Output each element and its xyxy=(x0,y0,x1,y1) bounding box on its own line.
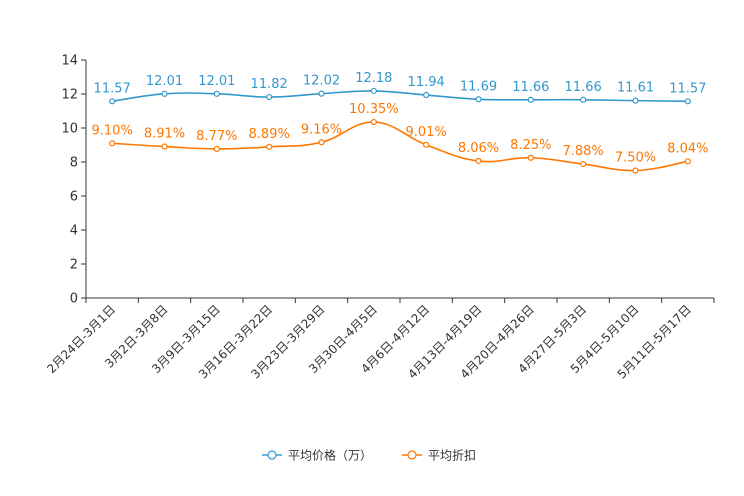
data-label: 11.66 xyxy=(512,80,549,95)
data-label: 9.01% xyxy=(406,125,447,140)
data-point xyxy=(684,98,691,105)
data-point xyxy=(632,97,639,104)
data-label: 12.02 xyxy=(303,74,340,89)
y-tick-label: 12 xyxy=(61,88,78,103)
data-point xyxy=(109,140,116,147)
data-point xyxy=(580,160,587,168)
data-label: 9.10% xyxy=(92,123,133,138)
data-point xyxy=(423,91,430,99)
data-point xyxy=(370,118,377,126)
data-labels: 11.57 12.01 12.01 11.82 12.02 12.18 11.94 11.69… xyxy=(92,71,709,166)
legend-marker-icon xyxy=(267,450,277,460)
data-label: 11.66 xyxy=(565,80,602,95)
data-label: 11.94 xyxy=(408,75,445,90)
legend-label: 平均折扣 xyxy=(428,448,476,463)
data-label: 8.06% xyxy=(458,141,499,156)
data-point xyxy=(475,157,482,165)
legend-marker-icon xyxy=(407,450,417,460)
legend-label: 平均价格（万） xyxy=(288,448,372,463)
data-point xyxy=(580,96,587,103)
data-point xyxy=(318,139,325,146)
data-label: 10.35% xyxy=(349,102,399,117)
data-point xyxy=(684,158,691,165)
data-label: 8.89% xyxy=(249,127,290,142)
y-tick-label: 4 xyxy=(70,224,78,239)
series-points xyxy=(109,87,691,174)
series-line-0 xyxy=(112,90,688,103)
legend-item-1[interactable]: 平均折扣 xyxy=(402,448,476,463)
data-label: 7.50% xyxy=(615,151,656,166)
y-tick-label: 10 xyxy=(61,122,78,137)
data-point xyxy=(423,141,430,148)
data-point xyxy=(318,90,325,97)
data-point xyxy=(213,90,220,97)
legend-item-0[interactable]: 平均价格（万） xyxy=(262,448,372,463)
data-point xyxy=(213,145,220,153)
x-axis-ticks: 2月24日-3月1日3月2日-3月8日3月9日-3月15日3月16日-3月22日… xyxy=(44,298,715,382)
legend[interactable]: 平均价格（万） 平均折扣 xyxy=(262,448,476,463)
y-tick-label: 14 xyxy=(61,54,78,69)
data-point xyxy=(475,96,482,103)
data-label: 8.25% xyxy=(510,138,551,153)
data-point xyxy=(109,98,116,105)
y-tick-label: 0 xyxy=(70,292,78,307)
series-lines xyxy=(112,90,688,172)
data-point xyxy=(370,87,377,95)
y-tick-label: 8 xyxy=(70,156,78,171)
data-label: 12.01 xyxy=(146,74,183,89)
data-label: 11.61 xyxy=(617,81,654,96)
data-point xyxy=(266,93,273,101)
data-label: 8.91% xyxy=(144,127,185,142)
y-tick-label: 6 xyxy=(70,190,78,205)
y-tick-label: 2 xyxy=(70,258,78,273)
data-label: 11.57 xyxy=(669,81,706,96)
data-point xyxy=(161,90,168,97)
data-point xyxy=(161,143,168,150)
series-line-1 xyxy=(112,121,688,172)
data-label: 7.88% xyxy=(563,144,604,159)
data-label: 12.01 xyxy=(198,74,235,89)
data-label: 8.04% xyxy=(667,141,708,156)
axes xyxy=(85,60,714,299)
data-point xyxy=(527,96,534,103)
data-label: 11.57 xyxy=(94,81,131,96)
y-axis-ticks: 0 2 4 6 8 10 12 14 xyxy=(61,54,86,307)
data-label: 12.18 xyxy=(355,71,392,86)
data-label: 11.69 xyxy=(460,79,497,94)
data-point xyxy=(632,167,639,174)
data-label: 11.82 xyxy=(251,77,288,92)
data-point xyxy=(527,154,534,161)
data-label: 8.77% xyxy=(196,129,237,144)
data-point xyxy=(266,143,273,150)
data-label: 9.16% xyxy=(301,122,342,137)
